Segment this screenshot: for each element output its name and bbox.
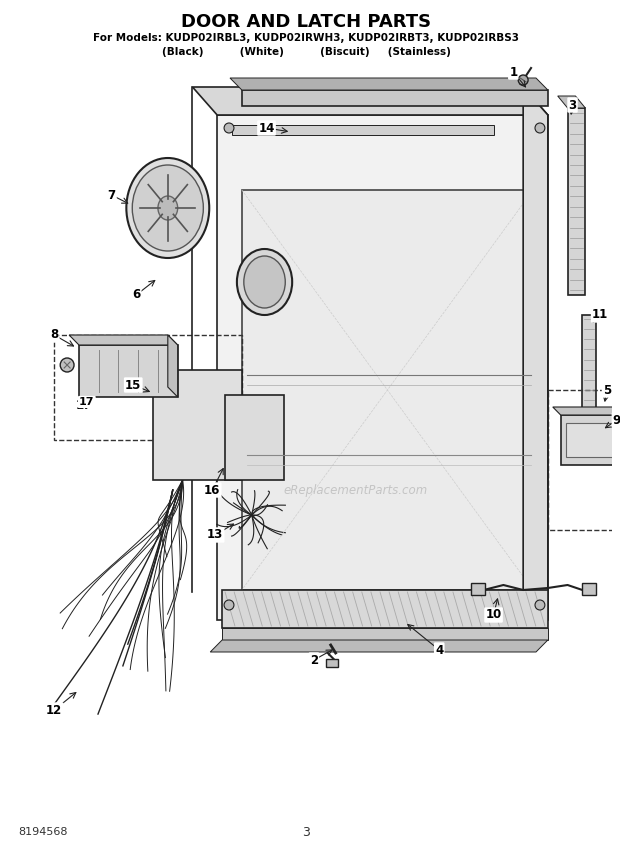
Text: 13: 13 [207,528,223,542]
Text: 8194568: 8194568 [18,827,67,837]
Text: DOOR AND LATCH PARTS: DOOR AND LATCH PARTS [181,13,431,31]
Text: (Black)          (White)          (Biscuit)     (Stainless): (Black) (White) (Biscuit) (Stainless) [162,47,451,57]
Circle shape [535,600,545,610]
Polygon shape [210,640,548,652]
Text: 3: 3 [302,825,310,839]
Bar [565,423,620,457]
Polygon shape [192,87,548,115]
Circle shape [224,600,234,610]
Text: For Models: KUDP02IRBL3, KUDP02IRWH3, KUDP02IRBT3, KUDP02IRBS3: For Models: KUDP02IRBL3, KUDP02IRWH3, KU… [93,33,519,43]
Text: 15: 15 [125,378,141,391]
Text: 5: 5 [603,383,611,396]
Text: 1: 1 [509,66,517,79]
Ellipse shape [126,158,210,258]
Polygon shape [217,115,548,620]
Bar [222,590,548,628]
Circle shape [535,123,545,133]
Bar [471,583,485,595]
Polygon shape [222,628,548,640]
Text: 12: 12 [46,704,63,716]
Circle shape [518,75,528,85]
Text: 17: 17 [76,399,92,412]
Ellipse shape [237,249,292,315]
Polygon shape [230,78,548,90]
Polygon shape [553,407,620,415]
Text: 16: 16 [204,484,221,496]
Ellipse shape [132,165,203,251]
Bar [326,659,337,667]
Polygon shape [242,190,533,590]
Ellipse shape [158,196,178,220]
Bar [582,315,596,455]
Text: 9: 9 [613,413,620,426]
Polygon shape [69,335,178,345]
Ellipse shape [244,256,285,308]
Bar [582,583,596,595]
Circle shape [224,123,234,133]
Text: 14: 14 [259,122,275,134]
Text: 3: 3 [569,98,577,111]
Bar [548,390,620,530]
Bar [232,125,494,135]
Polygon shape [523,87,548,620]
Text: 6: 6 [132,288,140,301]
Bar [560,415,620,465]
Text: 8: 8 [50,329,58,342]
Text: 7: 7 [107,188,115,201]
Bar [242,90,548,106]
Bar [55,335,242,440]
Bar [79,345,178,397]
Text: 4: 4 [435,644,443,657]
Polygon shape [558,96,585,108]
Text: 17: 17 [79,397,95,407]
Text: 11: 11 [592,308,608,322]
Bar [153,370,242,480]
Text: 2: 2 [310,653,318,667]
Bar [225,395,285,480]
Circle shape [60,358,74,372]
Text: 10: 10 [485,609,502,621]
Bar [567,108,585,295]
Polygon shape [168,335,178,397]
Text: eReplacementParts.com: eReplacementParts.com [283,484,427,496]
